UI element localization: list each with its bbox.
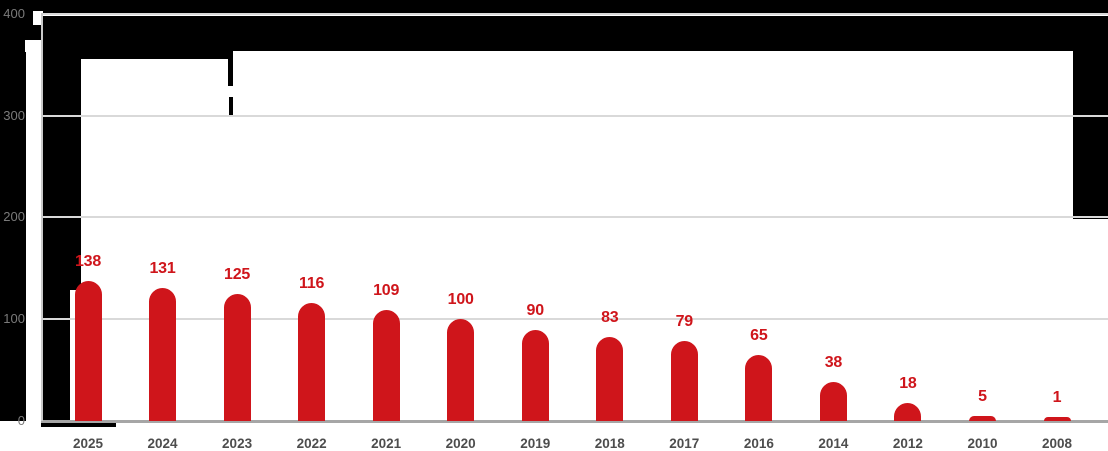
y-axis-tick-label: 300 [3,107,25,123]
bar-2025[interactable] [74,280,102,421]
bar-2020[interactable] [447,319,475,421]
bar-2019[interactable] [521,329,549,421]
value-label-2008: 1 [1052,388,1062,406]
redaction-bottom-underline [41,422,116,427]
value-label-2019: 90 [526,301,545,319]
white-notch-first-bar [70,290,75,322]
bar-2017[interactable] [670,340,698,421]
x-tick-label-2024: 2024 [147,436,178,451]
value-label-2016: 65 [750,326,768,344]
value-label-2014: 38 [824,354,843,372]
bar-2014[interactable] [819,382,847,421]
bar-2023[interactable] [223,294,251,421]
gridline-100 [41,317,1108,320]
x-tick-label-2023: 2023 [222,436,253,451]
bar-2008[interactable] [1043,416,1071,421]
x-tick-label-2016: 2016 [743,436,774,451]
value-label-2010: 5 [978,387,987,405]
x-tick-label-2020: 2020 [445,436,476,451]
y-axis-tick-label: 0 [17,412,25,428]
bar-2024[interactable] [149,287,177,421]
value-label-2023: 125 [224,266,251,284]
gridline-200 [41,216,1108,219]
x-tick-label-2025: 2025 [72,436,104,451]
value-label-2022: 116 [299,275,325,293]
x-tick-label-2019: 2019 [520,436,551,451]
value-label-2021: 109 [373,282,400,300]
y-axis-tick-label: 200 [3,209,25,225]
bar-2016[interactable] [745,354,773,421]
x-tick-label-2010: 2010 [967,436,998,451]
y-axis-tick-label: 400 [3,6,25,22]
y-axis-tick-label: 100 [3,310,25,326]
gridline-400 [41,13,1108,16]
redaction-second-band [0,16,1108,51]
x-tick-label-2017: 2017 [669,436,700,451]
bar-2022[interactable] [298,303,326,421]
x-tick-label-2018: 2018 [594,436,625,451]
x-tick-label-2012: 2012 [892,436,923,451]
value-label-2018: 83 [601,308,619,326]
x-tick-label-2022: 2022 [296,436,327,451]
bar-2021[interactable] [372,310,400,421]
redaction-left-block-upper [43,16,81,290]
bar-2010[interactable] [968,415,996,421]
x-axis-line [41,419,1108,423]
redaction-left-block-lower [43,290,70,421]
value-label-2024: 131 [149,259,176,277]
gridline-300 [41,114,1108,117]
x-tick-label-2008: 2008 [1041,436,1073,451]
value-label-2025: 138 [74,252,102,270]
x-tick-label-2021: 2021 [371,436,402,451]
value-label-2020: 100 [447,291,474,309]
white-notch-top-left [33,11,43,25]
redaction-right-column [1073,51,1108,219]
redaction-sliver-bottom [228,97,233,115]
white-notch-axis-gap [25,40,43,52]
redaction-sliver-top [228,51,233,86]
bar-2018[interactable] [596,336,624,421]
x-tick-label-2014: 2014 [818,436,849,451]
redaction-left-axis-strip [0,0,26,421]
redaction-top-band [0,0,1108,13]
bar-2012[interactable] [894,402,922,421]
y-axis-line [41,13,43,421]
value-label-2012: 18 [899,374,917,392]
redaction-band-extension [81,51,228,59]
value-label-2017: 79 [675,312,694,330]
